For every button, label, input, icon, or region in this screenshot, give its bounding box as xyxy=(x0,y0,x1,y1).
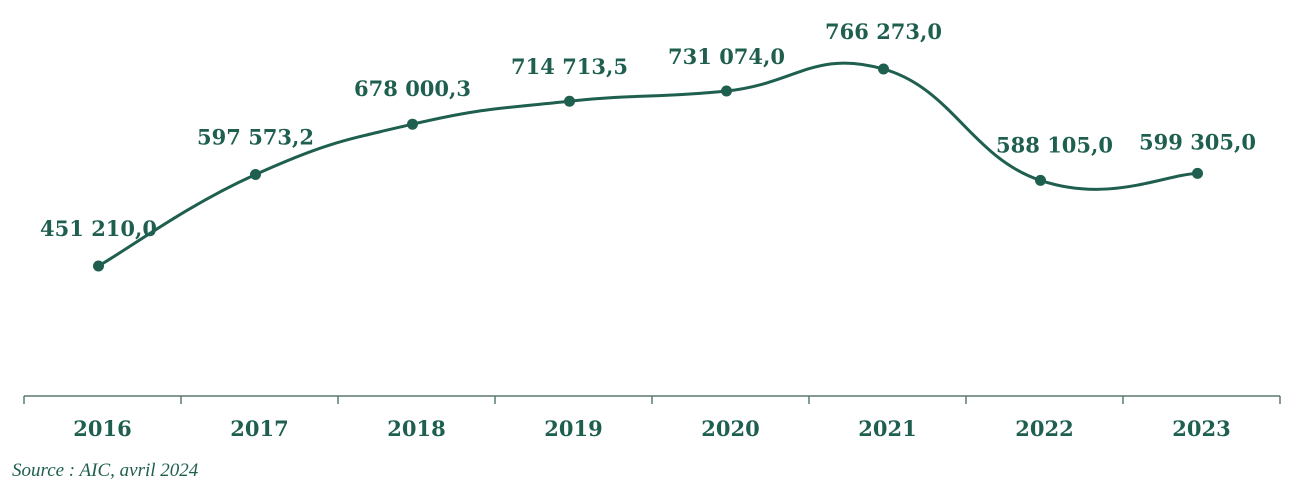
x-tick-label-2021: 2021 xyxy=(858,416,916,441)
x-tick-label-2019: 2019 xyxy=(544,416,602,441)
x-tick-label-2023: 2023 xyxy=(1172,416,1230,441)
x-tick-label-2018: 2018 xyxy=(387,416,445,441)
data-label-2019: 714 713,5 xyxy=(511,54,628,79)
data-point-2019 xyxy=(564,95,575,107)
data-point-2022 xyxy=(1035,174,1046,186)
data-label-2022: 588 105,0 xyxy=(996,132,1113,157)
x-tick-label-2020: 2020 xyxy=(701,416,759,441)
x-axis xyxy=(23,395,1281,404)
x-tick-label-2022: 2022 xyxy=(1015,416,1073,441)
data-point-2023 xyxy=(1192,167,1203,179)
data-labels: 451 210,0 597 573,2 678 000,3 714 713,5 731 … xyxy=(40,19,1256,241)
source-note: Source : AIC, avril 2024 xyxy=(12,460,199,481)
data-point-2016 xyxy=(93,260,104,272)
data-label-2020: 731 074,0 xyxy=(668,44,785,69)
data-point-2021 xyxy=(878,63,889,75)
data-label-2017: 597 573,2 xyxy=(197,124,314,149)
x-tick-labels: 2016 2017 2018 2019 2020 2021 2022 2023 xyxy=(73,416,1230,441)
data-point-2018 xyxy=(407,118,418,130)
x-tick-label-2016: 2016 xyxy=(73,416,131,441)
data-label-2021: 766 273,0 xyxy=(825,19,942,44)
data-points xyxy=(93,63,1203,272)
data-label-2018: 678 000,3 xyxy=(354,76,471,101)
data-label-2023: 599 305,0 xyxy=(1139,129,1256,154)
data-point-2017 xyxy=(250,168,261,180)
x-tick-label-2017: 2017 xyxy=(230,416,288,441)
series-line xyxy=(97,61,1198,268)
data-point-2020 xyxy=(721,85,732,97)
data-label-2016: 451 210,0 xyxy=(40,216,157,241)
